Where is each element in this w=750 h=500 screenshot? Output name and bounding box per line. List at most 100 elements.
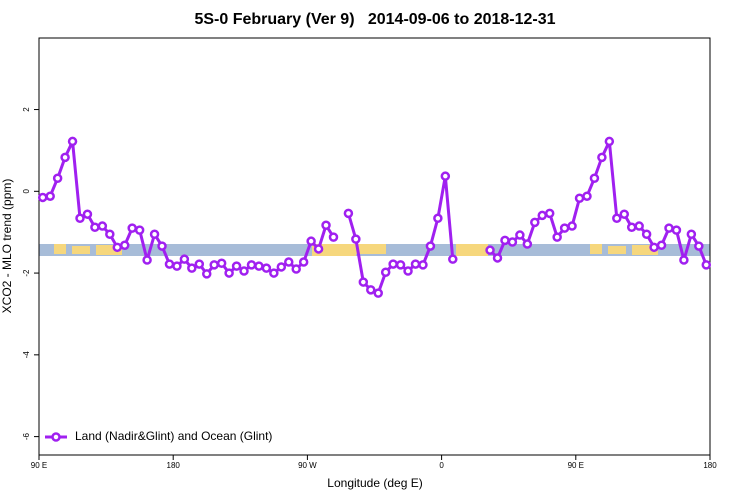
- data-point: [626, 222, 637, 233]
- x-tick-label: 180: [167, 461, 181, 470]
- data-point: [604, 136, 615, 147]
- y-axis-label: XCO2 - MLO trend (ppm): [0, 179, 14, 314]
- data-point: [612, 213, 622, 224]
- data-point: [559, 223, 570, 233]
- data-point: [269, 268, 279, 278]
- data-point: [522, 239, 533, 249]
- x-tick-label: 0: [439, 461, 444, 470]
- data-point: [694, 241, 704, 251]
- data-point: [172, 261, 182, 271]
- data-point: [291, 264, 301, 274]
- data-point: [574, 193, 585, 204]
- data-point: [380, 267, 391, 278]
- data-point: [440, 171, 451, 181]
- data-point: [500, 235, 510, 246]
- data-point: [75, 213, 85, 224]
- data-point: [306, 236, 316, 246]
- data-point: [656, 240, 667, 251]
- data-point: [284, 257, 294, 267]
- data-point: [671, 225, 682, 235]
- data-point: [187, 263, 197, 273]
- data-point: [582, 191, 592, 201]
- data-point: [619, 209, 630, 219]
- plot-frame: [38, 37, 711, 456]
- data-point: [433, 213, 443, 224]
- data-point: [395, 260, 406, 270]
- y-tick-label: -2: [22, 269, 31, 277]
- data-point: [664, 223, 674, 233]
- data-point: [530, 217, 540, 228]
- y-tick-label: -4: [22, 351, 31, 359]
- data-point: [142, 255, 152, 265]
- data-point: [157, 241, 167, 251]
- data-point: [127, 223, 137, 233]
- data-point: [90, 222, 100, 233]
- data-point: [209, 260, 219, 270]
- data-point: [52, 173, 63, 183]
- data-point: [134, 225, 145, 235]
- data-point: [202, 269, 212, 279]
- data-point: [67, 136, 78, 147]
- data-point: [254, 261, 264, 271]
- x-tick-label: 90 E: [31, 461, 47, 470]
- data-point: [686, 229, 697, 239]
- data-point: [224, 268, 234, 278]
- data-point: [231, 261, 242, 271]
- data-point: [485, 245, 495, 255]
- data-point: [448, 254, 458, 264]
- data-point: [373, 288, 383, 298]
- data-point: [597, 152, 607, 163]
- x-tick-label: 90 E: [568, 461, 584, 470]
- y-tick-label: -6: [22, 433, 31, 441]
- data-point: [679, 255, 689, 265]
- data-point: [298, 257, 309, 267]
- x-tick-label: 180: [703, 461, 717, 470]
- data-point: [515, 230, 525, 240]
- data-point: [179, 254, 190, 264]
- legend-marker: [51, 432, 61, 442]
- data-point: [321, 220, 331, 230]
- data-point: [194, 259, 205, 269]
- data-point: [403, 266, 413, 276]
- data-point: [418, 260, 428, 270]
- data-point: [425, 241, 436, 251]
- x-axis-label: Longitude (deg E): [327, 476, 422, 490]
- data-point: [634, 221, 644, 231]
- data-point: [351, 234, 361, 244]
- series-line: [42, 139, 708, 295]
- data-point: [589, 173, 600, 183]
- data-point: [246, 260, 257, 270]
- data-point: [649, 242, 659, 253]
- data-point: [112, 242, 123, 253]
- data-point: [366, 285, 376, 295]
- data-point: [276, 262, 287, 272]
- data-point: [552, 232, 562, 242]
- data-point: [507, 237, 518, 247]
- data-point: [492, 253, 503, 263]
- data-point: [328, 232, 339, 242]
- data-point: [164, 259, 175, 269]
- data-point: [119, 240, 130, 251]
- data-point: [343, 208, 354, 219]
- data-point: [239, 266, 249, 276]
- data-point: [97, 221, 108, 231]
- data-point: [641, 229, 652, 239]
- data-point: [567, 221, 577, 231]
- data-point: [60, 152, 70, 163]
- map-strip: [39, 244, 710, 256]
- chart-title: 5S-0 February (Ver 9) 2014-09-06 to 2018…: [194, 11, 555, 28]
- legend-label: Land (Nadir&Glint) and Ocean (Glint): [75, 429, 272, 443]
- data-point: [149, 229, 160, 239]
- data-point: [37, 192, 48, 203]
- data-point: [537, 210, 547, 221]
- data-point: [701, 260, 712, 270]
- data-point: [45, 191, 55, 201]
- data-point: [544, 208, 555, 219]
- data-point: [358, 277, 369, 287]
- data-point: [388, 259, 398, 269]
- y-tick-label: 0: [22, 189, 31, 194]
- data-point: [105, 229, 115, 239]
- x-tick-label: 90 W: [298, 461, 317, 470]
- data-point: [410, 259, 421, 269]
